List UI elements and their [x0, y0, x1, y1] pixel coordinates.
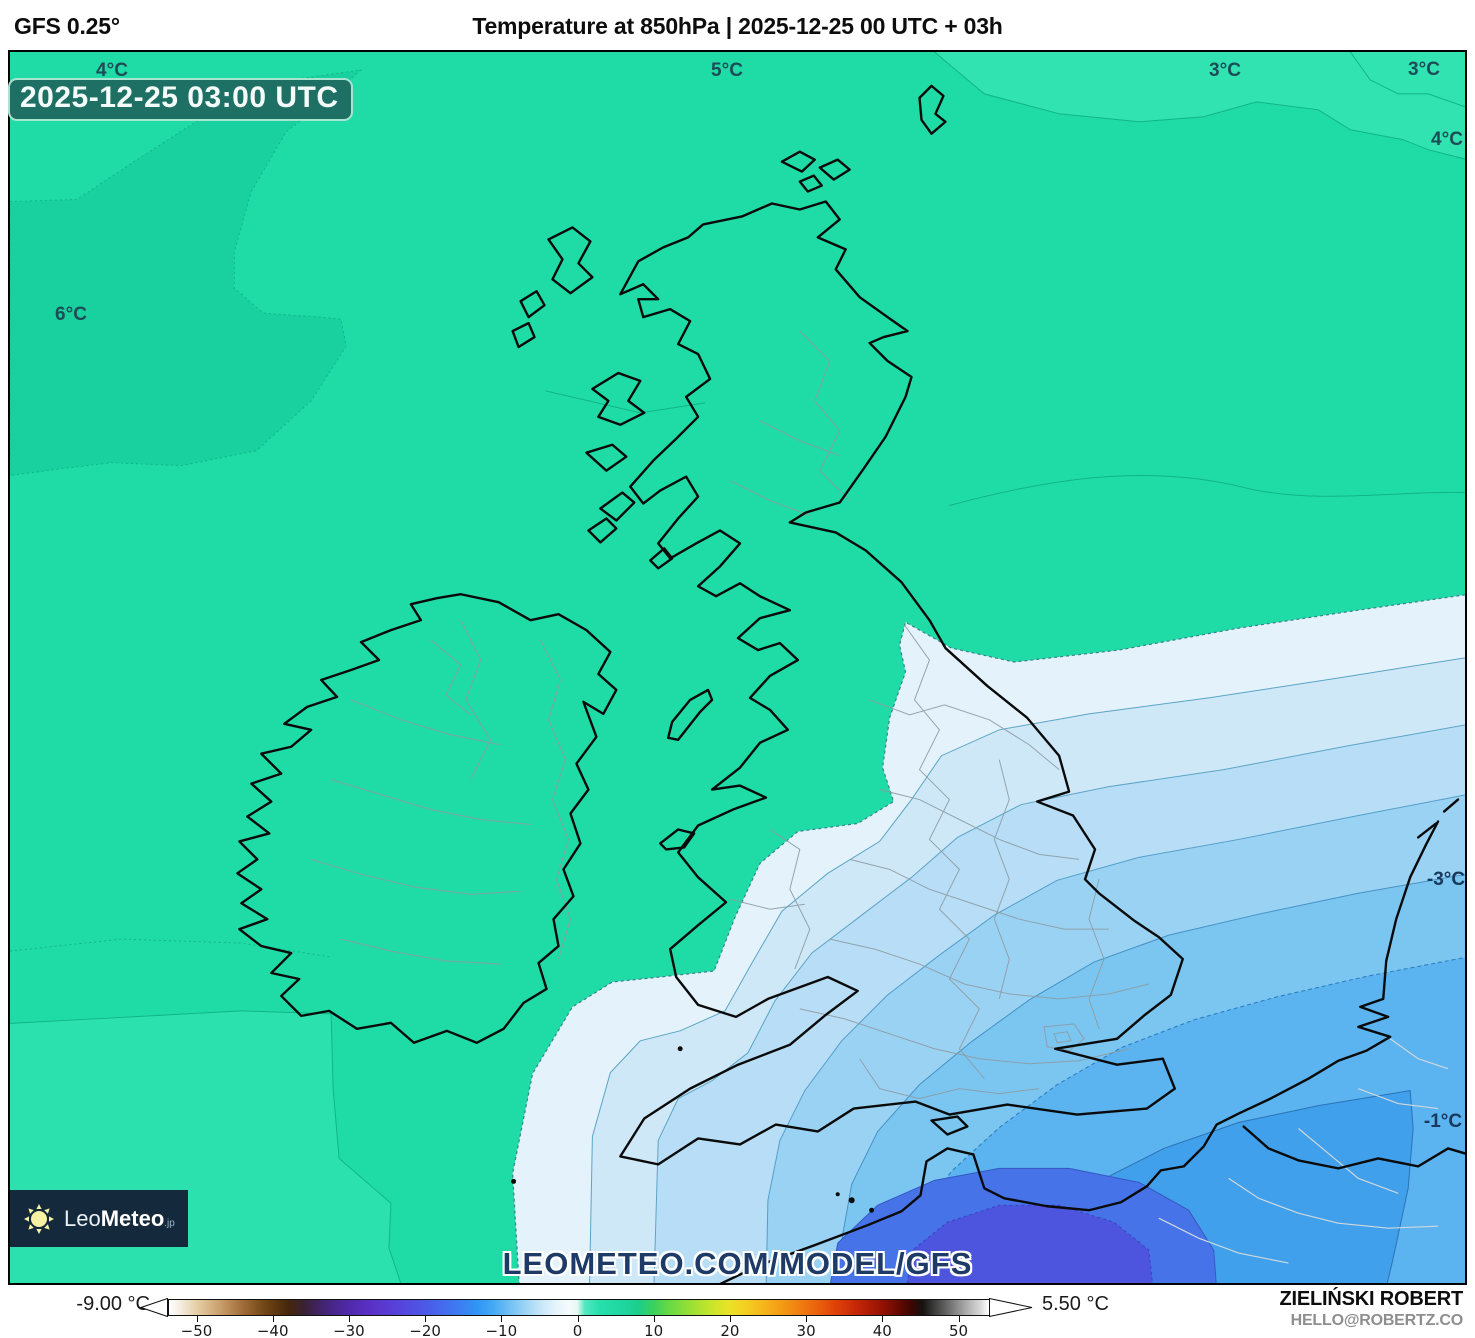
contour-line: [949, 474, 1465, 507]
colorbar-tick-label: 10: [644, 1322, 664, 1338]
colorbar-tick-mark: [882, 1316, 884, 1322]
temp-contour-label: 5°C: [711, 60, 743, 81]
logo-suffix: .jp: [164, 1217, 175, 1229]
colorbar-tick-label: 40: [872, 1322, 892, 1338]
colorbar-tick-label: 0: [572, 1322, 583, 1338]
colorbar-tick-mark: [425, 1316, 427, 1322]
colorbar-tick-label: −50: [180, 1322, 213, 1338]
colorbar-tick-label: −20: [409, 1322, 441, 1338]
temp-contour-label: -1°C: [1423, 1111, 1463, 1132]
colorbar-tick-mark: [348, 1316, 350, 1322]
temp-contour-label: 3°C: [1209, 60, 1241, 81]
logo-name-light: Leo: [64, 1205, 101, 1231]
admin-boundaries-france: [1158, 1038, 1449, 1264]
colorbar-tick-mark: [806, 1316, 808, 1322]
timestamp-badge: 2025-12-25 03:00 UTC: [8, 78, 353, 121]
colorbar-tick-mark: [577, 1316, 579, 1322]
logo-wordmark: LeoMeteo.jp: [64, 1206, 175, 1232]
colorbar-tick-label: 30: [796, 1322, 816, 1338]
temp-contour-label: 4°C: [1431, 129, 1463, 150]
logo-name-bold: Meteo: [100, 1205, 165, 1231]
colorbar-tick-mark: [958, 1316, 960, 1322]
small-islands: [511, 1046, 875, 1213]
contour-line: [545, 390, 706, 414]
sun-icon: [24, 1203, 54, 1234]
colorbar-footer: -9.00 °C −50 −40 −30 −20 −10 0 10 20 30 40 50 5.50…: [0, 1285, 1475, 1338]
page-title: Temperature at 850hPa | 2025-12-25 00 UT…: [472, 13, 1003, 39]
colorbar-tick-label: 20: [720, 1322, 740, 1338]
model-label: GFS 0.25°: [14, 13, 120, 39]
temp-contour-label: -3°C: [1426, 869, 1466, 890]
colorbar-tick-label: −40: [256, 1322, 289, 1338]
blue-band-8: [906, 1204, 1153, 1283]
leometeo-logo: LeoMeteo.jp: [10, 1190, 188, 1247]
colorbar-tick-mark: [501, 1316, 503, 1322]
colorbar: [168, 1299, 990, 1316]
watermark: LEOMETEO.COM/MODEL/GFS: [502, 1246, 973, 1281]
colorbar-left-arrow: [140, 1298, 168, 1317]
colorbar-tick-mark: [196, 1316, 198, 1322]
colorbar-min-value: -9.00 °C: [76, 1293, 150, 1315]
colorbar-tick-label: −30: [333, 1322, 365, 1338]
colorbar-tick-mark: [653, 1316, 655, 1322]
coastlines: [236, 84, 1465, 1283]
author-contact: HELLO@ROBERTZ.CO: [1290, 1312, 1464, 1329]
contour-line: [1349, 52, 1465, 108]
colorbar-tick-label: −10: [485, 1322, 518, 1338]
temp-contour-label: 6°C: [55, 304, 87, 325]
admin-boundaries: [311, 330, 1149, 1100]
temp-contour-label: 3°C: [1408, 59, 1440, 80]
author-name: ZIELIŃSKI ROBERT: [1279, 1288, 1464, 1310]
temperature-map-svg: [10, 52, 1465, 1283]
colorbar-tick-label: 50: [948, 1322, 969, 1338]
colorbar-tick-mark: [729, 1316, 731, 1322]
contour-line: [10, 938, 332, 958]
colorbar-right-arrow: [989, 1298, 1033, 1317]
green-band-topright: [933, 52, 1465, 160]
temp-contour-label: 4°C: [96, 60, 128, 81]
colorbar-tick-mark: [272, 1316, 274, 1322]
map-canvas: [8, 50, 1467, 1285]
colorbar-max-value: 5.50 °C: [1042, 1293, 1109, 1315]
